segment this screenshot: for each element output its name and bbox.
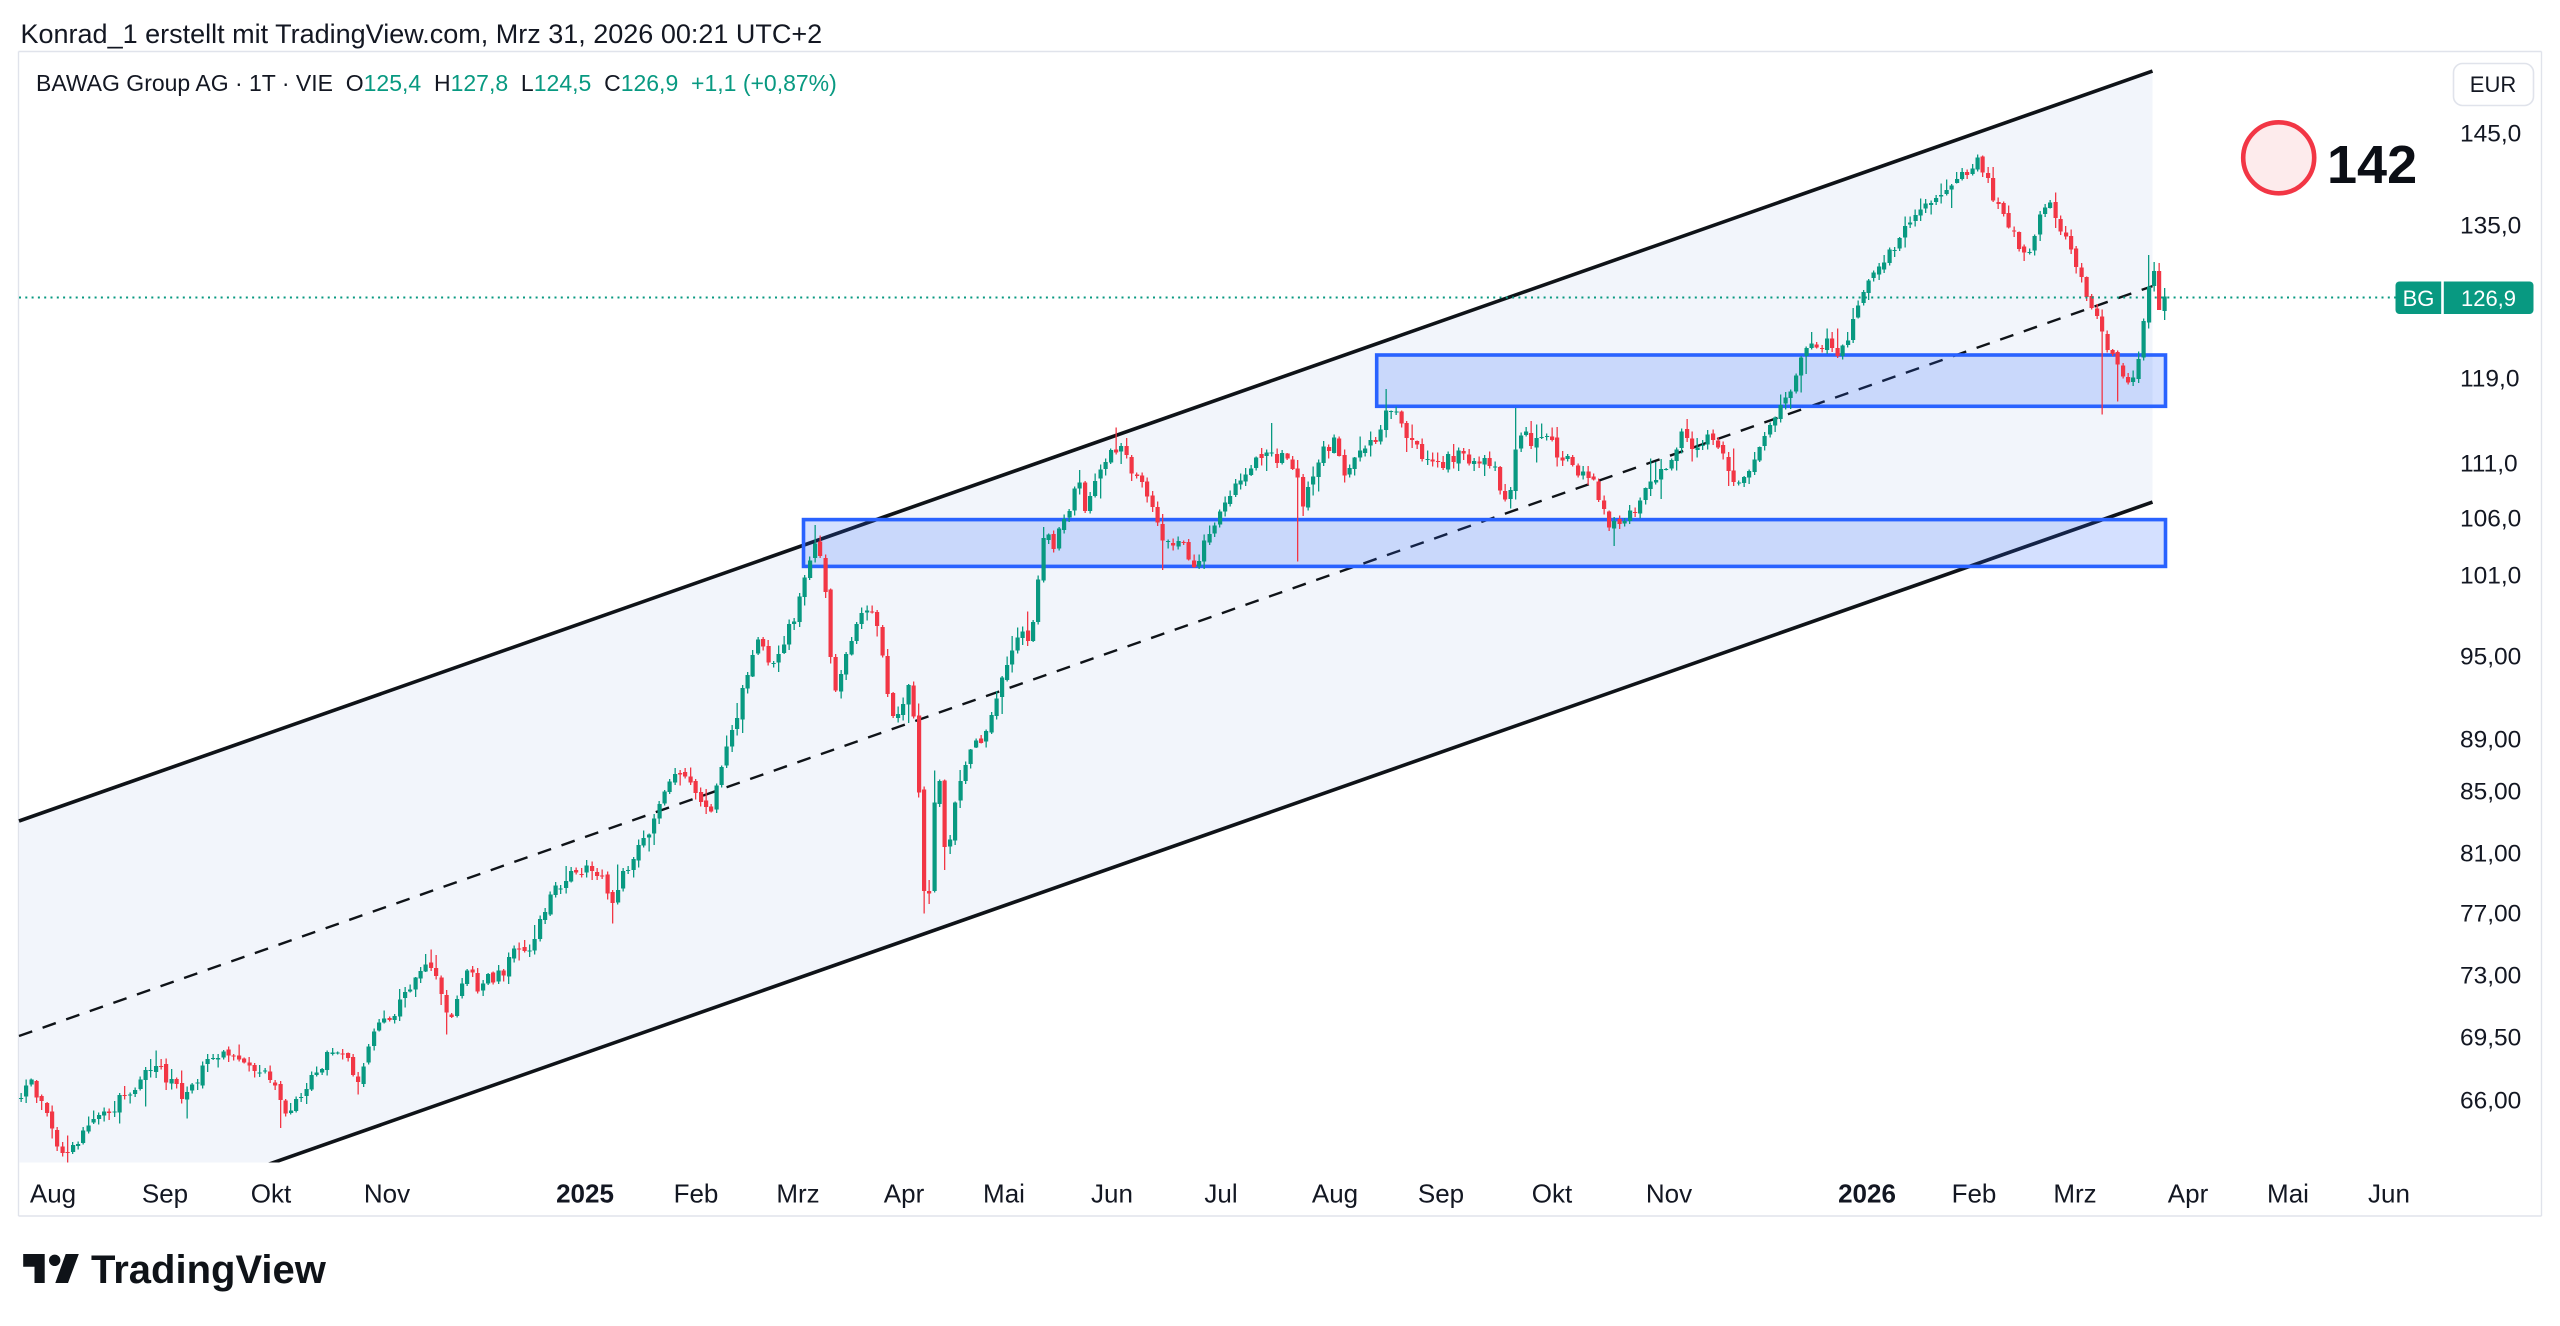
svg-text:EUR: EUR <box>2470 72 2516 97</box>
svg-text:73,00: 73,00 <box>2460 963 2521 990</box>
svg-text:Jun: Jun <box>1091 1179 1133 1209</box>
svg-text:Sep: Sep <box>142 1179 188 1209</box>
svg-text:111,0: 111,0 <box>2460 451 2518 478</box>
svg-text:85,00: 85,00 <box>2460 779 2521 806</box>
svg-text:Apr: Apr <box>884 1179 925 1209</box>
svg-text:2026: 2026 <box>1838 1179 1896 1209</box>
svg-text:66,00: 66,00 <box>2460 1088 2521 1115</box>
svg-text:Mrz: Mrz <box>776 1179 819 1209</box>
svg-text:Okt: Okt <box>1532 1179 1573 1209</box>
svg-text:89,00: 89,00 <box>2460 727 2521 754</box>
svg-text:Nov: Nov <box>364 1179 410 1209</box>
svg-text:Sep: Sep <box>1418 1179 1464 1209</box>
svg-text:Feb: Feb <box>674 1179 719 1209</box>
svg-text:Mrz: Mrz <box>2053 1179 2096 1209</box>
svg-text:126,9: 126,9 <box>2461 286 2516 311</box>
svg-text:Okt: Okt <box>251 1179 292 1209</box>
svg-text:69,50: 69,50 <box>2460 1025 2521 1052</box>
svg-text:Konrad_1 erstellt mit TradingV: Konrad_1 erstellt mit TradingView.com, M… <box>21 19 823 49</box>
svg-text:Jul: Jul <box>1204 1179 1237 1209</box>
svg-text:142: 142 <box>2327 135 2417 195</box>
svg-text:95,00: 95,00 <box>2460 644 2521 671</box>
svg-text:Feb: Feb <box>1952 1179 1997 1209</box>
svg-text:119,0: 119,0 <box>2460 366 2520 393</box>
svg-text:Mai: Mai <box>2267 1179 2309 1209</box>
svg-text:BAWAG Group AG · 1T · VIE O12: BAWAG Group AG · 1T · VIE O125,4 H127,8 … <box>36 70 837 96</box>
svg-text:Jun: Jun <box>2368 1179 2410 1209</box>
svg-text:145,0: 145,0 <box>2460 121 2521 148</box>
svg-text:81,00: 81,00 <box>2460 841 2521 868</box>
svg-text:Mai: Mai <box>983 1179 1025 1209</box>
svg-text:Nov: Nov <box>1646 1179 1692 1209</box>
svg-text:Aug: Aug <box>1312 1179 1358 1209</box>
svg-text:BG: BG <box>2403 286 2435 311</box>
svg-text:101,0: 101,0 <box>2460 563 2521 590</box>
svg-text:106,0: 106,0 <box>2460 506 2521 533</box>
svg-text:Apr: Apr <box>2168 1179 2209 1209</box>
svg-text:2025: 2025 <box>556 1179 614 1209</box>
svg-text:135,0: 135,0 <box>2460 213 2521 240</box>
svg-text:77,00: 77,00 <box>2460 901 2521 928</box>
svg-text:TradingView: TradingView <box>91 1248 327 1292</box>
svg-text:Aug: Aug <box>30 1179 76 1209</box>
